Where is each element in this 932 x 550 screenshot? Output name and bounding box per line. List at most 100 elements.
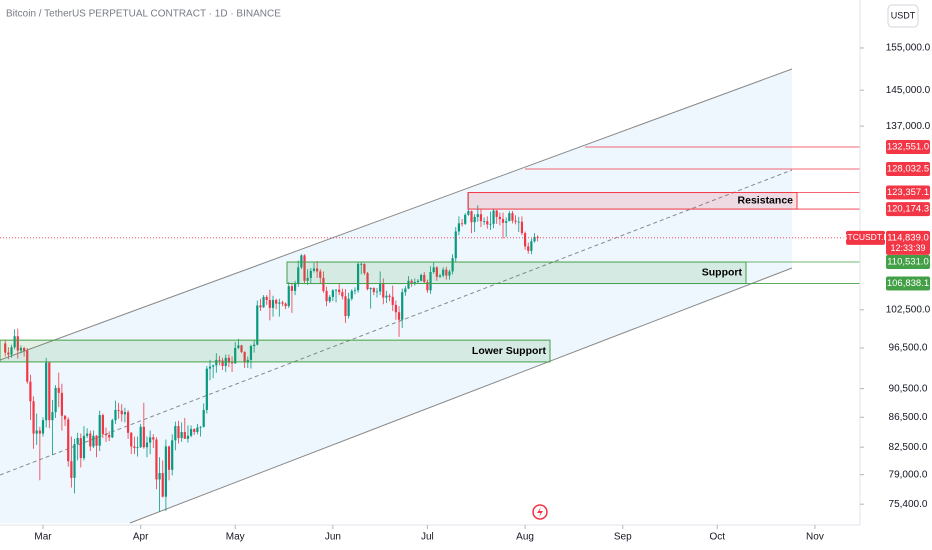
- icon-circle[interactable]: [532, 504, 548, 520]
- candle-body: [171, 440, 174, 470]
- candle: [432, 262, 435, 274]
- candle-body: [174, 426, 177, 441]
- price-label-box: [886, 255, 930, 270]
- candle-body: [45, 362, 48, 421]
- candle-body: [495, 210, 498, 217]
- candle-body: [7, 352, 10, 355]
- x-tick-label: Oct: [709, 532, 725, 543]
- candle: [249, 344, 253, 369]
- candle: [89, 430, 92, 452]
- candle-body: [256, 305, 259, 345]
- y-tick-label: 75,400.0: [889, 499, 928, 510]
- zone-label: Resistance: [738, 195, 794, 207]
- candle: [256, 300, 259, 346]
- candle: [234, 342, 237, 364]
- candle-body: [369, 287, 372, 290]
- candle: [48, 361, 51, 429]
- candle: [404, 286, 407, 296]
- candle: [86, 428, 89, 439]
- candle: [350, 289, 353, 301]
- candle: [410, 279, 413, 287]
- candle: [7, 347, 10, 360]
- candle-body: [126, 412, 130, 433]
- candle-body: [375, 291, 379, 293]
- candle-body: [262, 296, 265, 308]
- candle: [161, 460, 164, 498]
- candle-body: [363, 263, 366, 274]
- candle-body: [382, 283, 385, 298]
- candle: [26, 347, 29, 384]
- candle: [290, 282, 294, 313]
- candle: [196, 423, 199, 435]
- candle: [498, 212, 501, 226]
- channel-median: [0, 169, 793, 476]
- candle-body: [161, 473, 164, 497]
- candle-body: [334, 289, 338, 291]
- channel-upper: [0, 68, 793, 361]
- candle-body: [243, 351, 246, 363]
- candle: [38, 426, 41, 481]
- icon-bolt[interactable]: [537, 507, 543, 517]
- candle-body: [341, 292, 344, 297]
- zone: [0, 339, 551, 363]
- candle: [454, 227, 457, 262]
- y-tick-label: 96,500.0: [889, 343, 928, 354]
- candle-body: [460, 223, 464, 225]
- candle-body: [278, 302, 281, 304]
- candle: [523, 231, 527, 250]
- candle-body: [501, 219, 505, 223]
- candle: [221, 357, 224, 370]
- candle-body: [423, 274, 426, 282]
- candle: [372, 287, 375, 296]
- candle-body: [51, 412, 54, 421]
- candle: [344, 289, 347, 323]
- y-tick-label: 82,500.0: [889, 442, 928, 453]
- candle: [57, 372, 60, 408]
- candle: [517, 216, 520, 233]
- candle-body: [293, 283, 297, 291]
- currency-button[interactable]: [887, 4, 919, 28]
- candle: [520, 216, 524, 236]
- candle-body: [419, 274, 423, 281]
- candle-body: [23, 347, 26, 351]
- candle-body: [473, 216, 476, 223]
- candle: [360, 261, 363, 275]
- countdown: 12:33:39: [890, 243, 925, 253]
- candle: [54, 385, 57, 418]
- currency-label[interactable]: USDT: [891, 10, 916, 20]
- last-price-box: [886, 230, 930, 255]
- candle: [67, 417, 70, 467]
- candle-body: [316, 268, 319, 272]
- replay-icon[interactable]: [532, 504, 548, 520]
- x-tick-label: Jul: [421, 532, 434, 543]
- candle: [63, 415, 67, 427]
- candle: [347, 292, 350, 319]
- candle: [426, 279, 429, 293]
- candle: [442, 267, 445, 278]
- candle-body: [486, 221, 489, 225]
- candle: [271, 295, 275, 317]
- candle-body: [253, 344, 256, 347]
- candle-body: [287, 286, 290, 307]
- candle-body: [208, 366, 212, 369]
- candle-body: [498, 216, 501, 220]
- candle-body: [275, 299, 278, 304]
- candle: [284, 302, 287, 310]
- candle: [508, 211, 511, 222]
- zone: [467, 192, 798, 210]
- candle: [114, 400, 117, 424]
- candle: [530, 238, 533, 255]
- candle: [382, 278, 385, 305]
- candle-body: [205, 368, 208, 410]
- candle: [41, 417, 45, 437]
- candle: [73, 438, 76, 494]
- candle-body: [221, 360, 224, 366]
- candle-body: [306, 277, 309, 281]
- candle-body: [234, 347, 237, 364]
- candle: [278, 298, 281, 317]
- candle-body: [530, 241, 533, 251]
- candle: [334, 289, 338, 303]
- candle-body: [281, 302, 284, 304]
- candle: [363, 263, 366, 275]
